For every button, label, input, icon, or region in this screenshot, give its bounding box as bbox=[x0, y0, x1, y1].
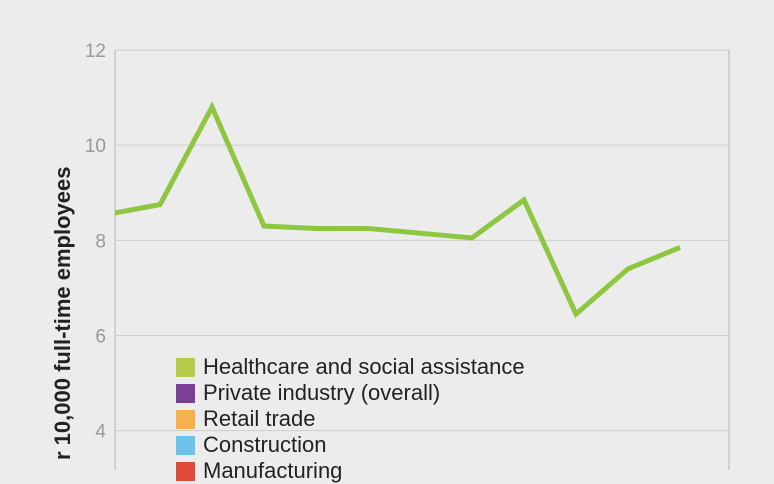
legend-label: Private industry (overall) bbox=[203, 380, 441, 405]
legend-item: Retail trade bbox=[176, 406, 525, 432]
legend-item: Healthcare and social assistance bbox=[176, 354, 525, 380]
legend-label: Construction bbox=[203, 432, 327, 457]
legend-swatch bbox=[176, 435, 195, 455]
legend-swatch bbox=[176, 357, 195, 377]
legend-swatch bbox=[176, 409, 195, 429]
line-chart: 4 6 8 10 12 r 10,000 full-time employees bbox=[50, 41, 730, 470]
y-tick-label: 10 bbox=[85, 136, 106, 157]
legend-item: Construction bbox=[176, 432, 525, 458]
legend-swatch bbox=[176, 461, 195, 481]
y-axis-label: r 10,000 full-time employees bbox=[50, 167, 75, 460]
y-tick-label: 4 bbox=[95, 422, 106, 443]
legend-label: Manufacturing bbox=[203, 458, 343, 483]
series-line bbox=[115, 101, 681, 319]
y-tick-label: 8 bbox=[95, 231, 106, 252]
y-tick-label: 12 bbox=[85, 41, 106, 62]
legend-item: Manufacturing bbox=[176, 458, 525, 484]
legend-label: Healthcare and social assistance bbox=[203, 354, 525, 379]
legend-label: Retail trade bbox=[203, 406, 316, 431]
legend-swatch bbox=[176, 383, 195, 403]
legend-item: Private industry (overall) bbox=[176, 380, 525, 406]
legend: Healthcare and social assistance Private … bbox=[176, 354, 525, 484]
y-tick-label: 6 bbox=[95, 327, 106, 348]
